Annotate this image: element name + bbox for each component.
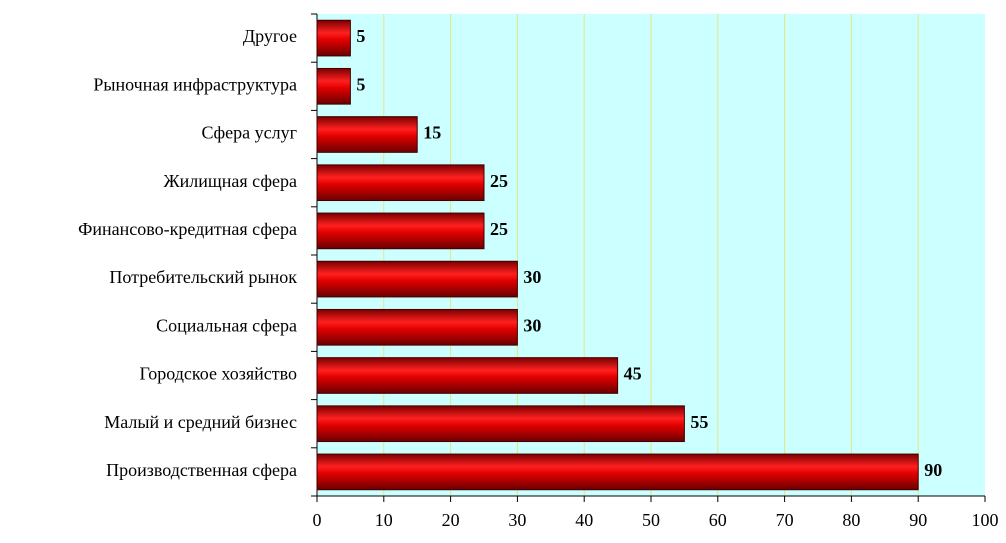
bar (316, 405, 685, 443)
bar (316, 357, 619, 394)
y-tick-label: Социальная сфера (156, 315, 297, 335)
value-label: 55 (690, 412, 708, 432)
value-label: 30 (523, 315, 541, 335)
y-tick-label: Жилищная сфера (164, 171, 298, 191)
x-tick-label: 0 (313, 510, 322, 530)
bar (316, 116, 418, 153)
value-label: 5 (356, 26, 365, 46)
value-label: 30 (523, 267, 541, 287)
bar (316, 260, 518, 298)
y-tick-label: Городское хозяйство (139, 364, 297, 384)
x-tick-label: 30 (508, 510, 526, 530)
bar (316, 19, 351, 57)
y-tick-label: Малый и средний бизнес (104, 412, 297, 432)
y-tick-label: Другое (243, 26, 297, 46)
value-label: 45 (624, 364, 642, 384)
x-tick-label: 80 (842, 510, 860, 530)
x-tick-label: 20 (442, 510, 460, 530)
value-label: 15 (423, 123, 441, 143)
x-tick-label: 10 (375, 510, 393, 530)
x-tick-label: 40 (575, 510, 593, 530)
bar (316, 164, 485, 202)
bar (316, 212, 485, 250)
bar (316, 453, 919, 491)
y-tick-label: Рыночная инфраструктура (93, 74, 297, 94)
y-tick-label: Производственная сфера (106, 460, 297, 480)
bar (316, 308, 518, 346)
value-label: 25 (490, 171, 508, 191)
value-label: 90 (924, 460, 942, 480)
x-tick-label: 60 (709, 510, 727, 530)
y-tick-label: Сфера услуг (201, 123, 297, 143)
value-label: 5 (356, 74, 365, 94)
bar (316, 67, 351, 105)
x-tick-label: 100 (972, 510, 999, 530)
y-tick-label: Потребительский рынок (109, 267, 297, 287)
x-tick-label: 90 (909, 510, 927, 530)
x-tick-label: 70 (776, 510, 794, 530)
x-tick-label: 50 (642, 510, 660, 530)
value-label: 25 (490, 219, 508, 239)
y-tick-label: Финансово-кредитная сфера (78, 219, 297, 239)
